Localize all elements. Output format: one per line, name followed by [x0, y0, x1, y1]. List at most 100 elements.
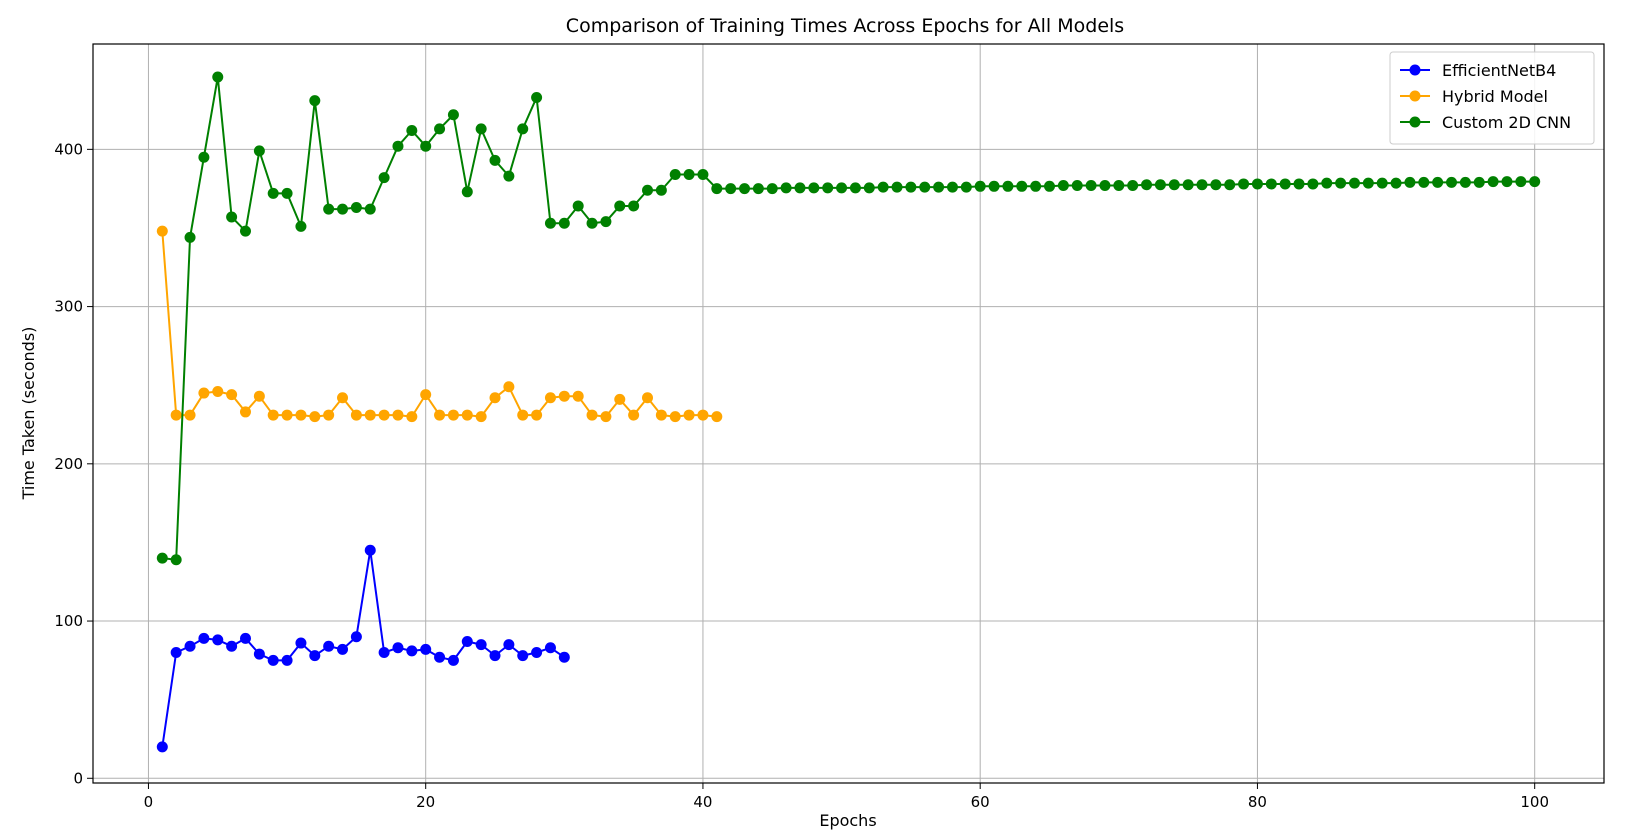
- data-point: [669, 411, 681, 423]
- data-point: [1279, 178, 1291, 190]
- data-point: [212, 634, 224, 646]
- data-point: [628, 200, 640, 212]
- data-point: [267, 409, 279, 421]
- data-point: [1238, 178, 1250, 190]
- grid-lines: [93, 44, 1604, 783]
- data-point: [863, 182, 875, 194]
- data-point: [364, 544, 376, 556]
- data-point: [642, 184, 653, 196]
- data-point: [1293, 178, 1305, 190]
- data-point: [475, 411, 487, 423]
- data-point: [350, 409, 362, 421]
- data-point: [267, 187, 279, 199]
- data-point: [669, 169, 681, 180]
- data-point: [1459, 176, 1471, 188]
- data-point: [239, 225, 251, 237]
- data-point: [766, 183, 778, 195]
- data-point: [420, 389, 432, 401]
- data-point: [600, 216, 612, 228]
- data-point: [337, 203, 349, 215]
- data-point: [1529, 176, 1541, 188]
- data-point: [281, 409, 293, 421]
- x-tick-label: 80: [1248, 793, 1267, 811]
- data-point: [447, 109, 459, 121]
- data-point: [1348, 177, 1360, 189]
- data-point: [642, 392, 653, 404]
- x-tick-label: 60: [971, 793, 990, 811]
- data-point: [836, 182, 848, 194]
- data-point: [1196, 179, 1208, 191]
- data-point: [544, 642, 556, 654]
- data-point: [1141, 179, 1153, 191]
- data-point: [586, 409, 598, 421]
- data-point: [170, 409, 182, 421]
- data-point: [1321, 177, 1333, 189]
- data-point: [988, 180, 1000, 192]
- data-point: [1016, 180, 1028, 192]
- data-point: [323, 203, 335, 215]
- data-point: [309, 95, 321, 107]
- data-point: [1113, 180, 1125, 192]
- data-point: [253, 648, 265, 660]
- data-point: [503, 639, 515, 651]
- data-point: [974, 180, 986, 192]
- data-point: [683, 169, 695, 180]
- data-point: [711, 183, 723, 195]
- data-point: [1224, 179, 1236, 191]
- data-point: [697, 409, 709, 421]
- data-point: [1127, 180, 1139, 192]
- data-point: [725, 183, 737, 195]
- legend-label: Custom 2D CNN: [1442, 113, 1571, 132]
- data-point: [461, 635, 473, 647]
- data-point: [697, 169, 709, 180]
- data-point: [489, 392, 501, 404]
- data-point: [1071, 180, 1083, 192]
- data-point: [1335, 177, 1347, 189]
- legend-item: Custom 2D CNN: [1400, 113, 1571, 132]
- legend-label: EfficientNetB4: [1442, 61, 1556, 80]
- data-point: [447, 654, 459, 666]
- legend-marker: [1409, 116, 1421, 128]
- series-custom-2d-cnn: [156, 71, 1541, 566]
- data-point: [156, 225, 168, 237]
- data-point: [434, 409, 446, 421]
- data-point: [378, 172, 390, 184]
- data-point: [156, 741, 168, 753]
- data-point: [572, 200, 584, 212]
- data-point: [461, 186, 473, 198]
- data-point: [170, 554, 182, 566]
- legend-label: Hybrid Model: [1442, 87, 1548, 106]
- data-point: [378, 647, 390, 658]
- data-point: [253, 145, 265, 157]
- data-point: [156, 552, 168, 564]
- data-point: [1085, 180, 1097, 192]
- data-point: [1418, 176, 1430, 188]
- data-point: [1265, 178, 1277, 190]
- data-point: [531, 647, 543, 658]
- data-point: [212, 71, 224, 83]
- data-point: [337, 392, 349, 404]
- data-point: [503, 381, 515, 393]
- data-point: [1390, 177, 1402, 189]
- x-tick-label: 40: [693, 793, 712, 811]
- data-point: [600, 411, 612, 423]
- data-point: [822, 182, 834, 194]
- data-point: [323, 409, 335, 421]
- legend-item: Hybrid Model: [1400, 87, 1548, 106]
- data-point: [337, 643, 349, 655]
- data-point: [794, 182, 806, 194]
- data-point: [517, 123, 529, 135]
- legend-marker: [1409, 64, 1421, 76]
- data-point: [1515, 176, 1527, 188]
- data-point: [683, 409, 695, 421]
- data-point: [461, 409, 473, 421]
- series-line: [161, 549, 565, 747]
- data-point: [1473, 176, 1485, 188]
- series-hybrid-model: [156, 225, 723, 423]
- data-point: [489, 650, 501, 662]
- legend-box: [1389, 51, 1595, 145]
- data-point: [226, 640, 238, 652]
- data-point: [1432, 176, 1444, 188]
- legend: EfficientNetB4 Hybrid Model Custom 2D CNN: [1389, 51, 1595, 145]
